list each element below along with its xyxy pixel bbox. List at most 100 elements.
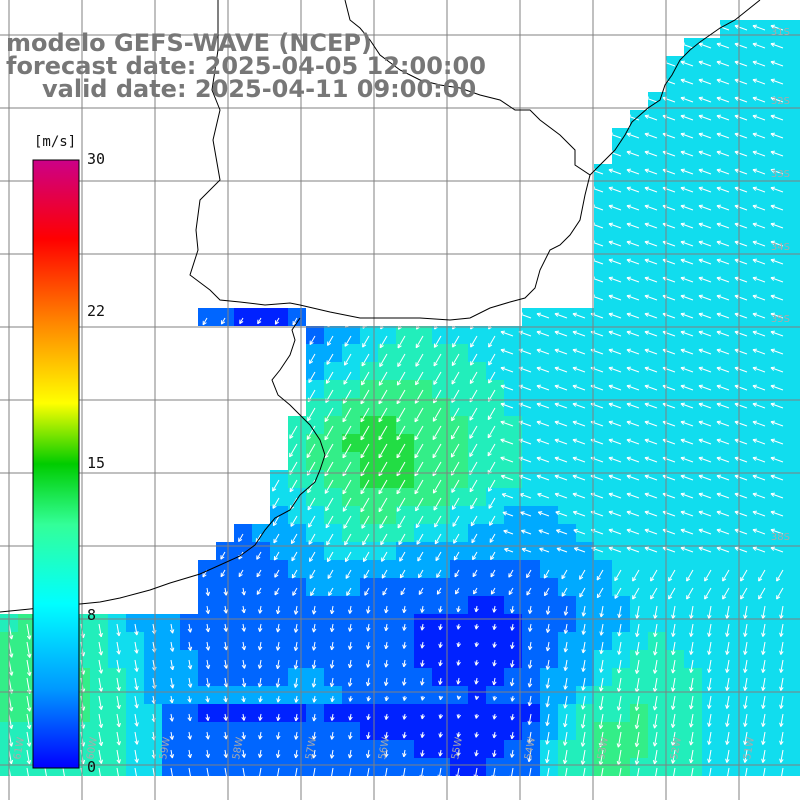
wind-arrow (450, 425, 460, 440)
wind-cell (648, 452, 666, 470)
wind-arrow (752, 168, 766, 175)
wind-arrow (716, 222, 730, 229)
wind-cell (648, 290, 666, 308)
wind-cell (756, 128, 774, 146)
wind-cell (540, 668, 558, 686)
wind-arrow (626, 402, 640, 409)
wind-arrow (366, 605, 371, 614)
wind-cell (468, 380, 486, 398)
wind-cell (630, 344, 648, 362)
wind-arrow (725, 695, 730, 709)
wind-arrow (384, 659, 389, 668)
wind-arrow (554, 438, 568, 445)
wind-arrow (680, 42, 694, 49)
wind-cell (594, 758, 612, 776)
wind-arrow (680, 438, 694, 445)
wind-cell (306, 326, 324, 344)
wind-cell (468, 596, 486, 614)
wind-cell (648, 308, 666, 326)
wind-cell (108, 740, 126, 758)
wind-cell (486, 434, 504, 452)
wind-cell (306, 650, 324, 668)
wind-arrow (734, 474, 748, 481)
wind-cell (306, 596, 324, 614)
wind-arrow (402, 677, 407, 686)
wind-cell (612, 506, 630, 524)
wind-cell (396, 452, 414, 470)
wind-cell (324, 398, 342, 416)
wind-arrow (580, 731, 586, 747)
wind-arrow (608, 240, 622, 247)
wind-arrow (326, 533, 334, 546)
wind-cell (738, 74, 756, 92)
wind-arrow (220, 569, 226, 578)
wind-arrow (554, 348, 568, 355)
wind-arrow (563, 605, 569, 616)
wind-arrow (257, 641, 263, 651)
wind-arrow (614, 569, 622, 582)
wind-cell (612, 722, 630, 740)
wind-cell (720, 74, 738, 92)
wind-cell (468, 344, 486, 362)
wind-cell (702, 434, 720, 452)
wind-arrow (761, 659, 766, 673)
wind-arrow (414, 425, 424, 441)
wind-arrow (308, 515, 316, 528)
wind-arrow (205, 695, 210, 703)
wind-cell (324, 416, 342, 434)
wind-cell (360, 578, 378, 596)
wind-cell (414, 344, 432, 362)
wind-cell (594, 398, 612, 416)
wind-cell (594, 596, 612, 614)
wind-arrow (474, 605, 479, 613)
wind-cell (540, 362, 558, 380)
wind-arrow (698, 312, 712, 319)
wind-cell (630, 308, 648, 326)
wind-cell (792, 254, 800, 272)
wind-cell (612, 704, 630, 722)
wind-cell (450, 704, 468, 722)
wind-arrow (734, 492, 748, 499)
wind-arrow (752, 384, 766, 391)
wind-cell (396, 416, 414, 434)
wind-arrow (98, 641, 103, 656)
wind-arrow (716, 60, 730, 67)
wind-cell (720, 380, 738, 398)
wind-arrow (470, 497, 478, 510)
wind-arrow (608, 348, 622, 355)
wind-cell (216, 668, 234, 686)
wind-cell (378, 362, 396, 380)
wind-arrow (503, 529, 514, 535)
wind-cell (558, 470, 576, 488)
wind-arrow (241, 587, 246, 596)
wind-cell (738, 740, 756, 758)
wind-arrow (716, 294, 730, 301)
wind-cell (702, 74, 720, 92)
wind-cell (432, 758, 450, 776)
wind-cell (504, 434, 522, 452)
wind-arrow (652, 695, 658, 711)
wind-cell (594, 560, 612, 578)
wind-arrow (668, 569, 676, 582)
wind-cell (558, 650, 576, 668)
wind-arrow (453, 533, 460, 544)
wind-cell (684, 200, 702, 218)
wind-arrow (539, 547, 550, 553)
wind-arrow (432, 425, 442, 441)
wind-arrow (420, 623, 425, 631)
wind-arrow (470, 353, 478, 366)
wind-arrow (311, 641, 317, 651)
wind-arrow (205, 605, 211, 614)
colorbar-tick-label: 0 (87, 758, 97, 776)
wind-cell (396, 578, 414, 596)
wind-arrow (581, 641, 586, 654)
wind-arrow (537, 511, 550, 517)
wind-cell (216, 722, 234, 740)
wind-arrow (734, 168, 748, 175)
wind-cell (720, 110, 738, 128)
wind-cell (324, 632, 342, 650)
wind-arrow (292, 317, 298, 326)
wind-cell (774, 704, 792, 722)
wind-cell (396, 632, 414, 650)
wind-arrow (572, 294, 586, 301)
